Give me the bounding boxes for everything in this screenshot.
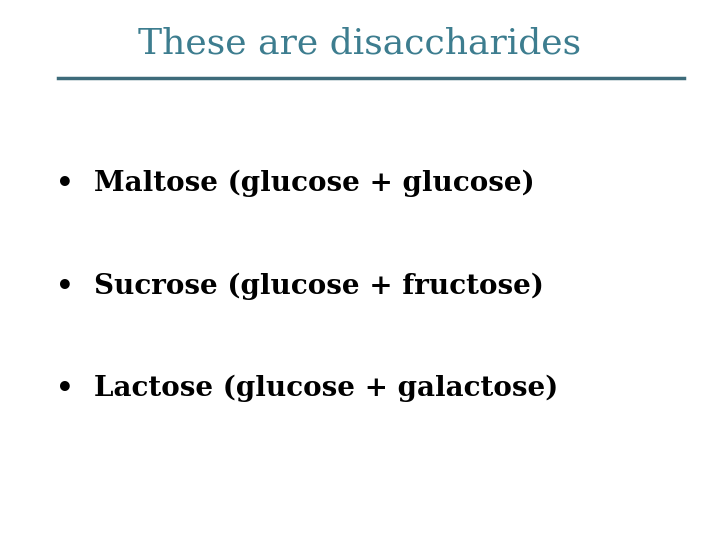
Text: •: • xyxy=(56,273,73,300)
Text: Lactose (glucose + galactose): Lactose (glucose + galactose) xyxy=(94,375,558,402)
Text: Maltose (glucose + glucose): Maltose (glucose + glucose) xyxy=(94,170,534,197)
Text: •: • xyxy=(56,375,73,402)
Text: •: • xyxy=(56,170,73,197)
Text: These are disaccharides: These are disaccharides xyxy=(138,26,582,60)
Text: Sucrose (glucose + fructose): Sucrose (glucose + fructose) xyxy=(94,273,544,300)
